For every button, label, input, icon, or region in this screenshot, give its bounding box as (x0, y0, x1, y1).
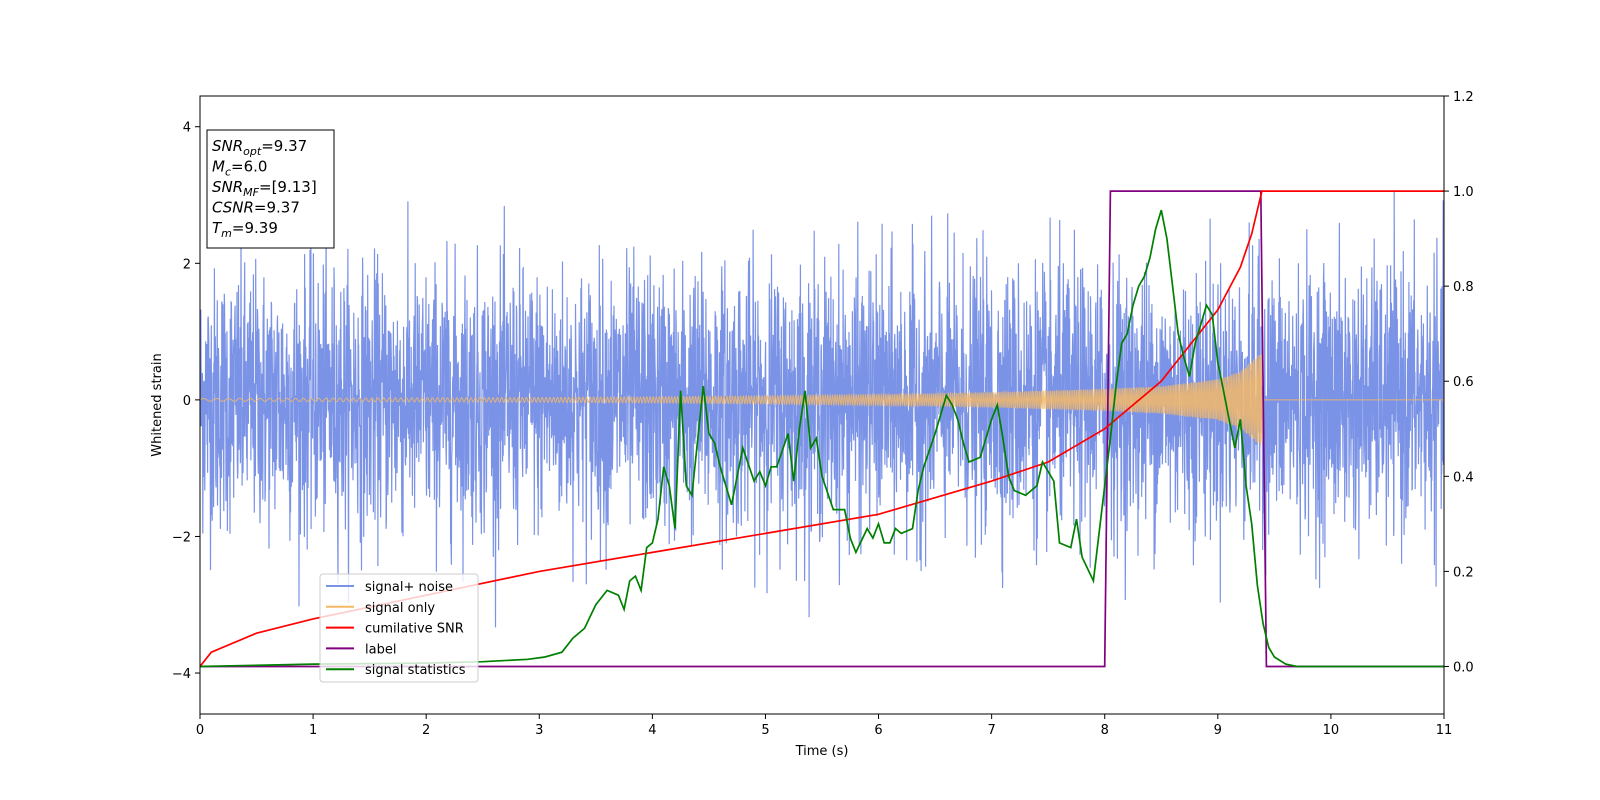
annotation-line: CSNR=9.37 (212, 199, 300, 217)
signal-only-series (200, 354, 1444, 447)
annotation-line: SNRMF=[9.13] (212, 178, 317, 199)
y-tick-label: −2 (172, 530, 191, 545)
y-axis-label: Whitened strain (150, 353, 165, 456)
legend-frame (319, 573, 479, 683)
annotation-frame (206, 129, 335, 249)
x-axis-label: Time (s) (795, 744, 849, 759)
x-tick-label: 3 (535, 723, 543, 738)
y2-tick-label: 0.6 (1453, 375, 1474, 390)
legend-label: label (365, 642, 396, 657)
y2-tick-label: 0.8 (1453, 280, 1474, 295)
y-tick-label: 2 (183, 257, 191, 272)
x-tick-label: 5 (761, 723, 769, 738)
x-tick-label: 9 (1214, 723, 1222, 738)
x-tick-label: 4 (648, 723, 656, 738)
x-tick-label: 11 (1436, 723, 1453, 738)
y-tick-label: −4 (172, 667, 191, 682)
cumulative-snr-line (200, 190, 1444, 668)
y2-tick-label: 1.0 (1453, 185, 1474, 200)
y-tick-label: 4 (183, 121, 191, 136)
plot-frame (199, 95, 1445, 715)
annotation-line: Mc=6.0 (212, 158, 267, 179)
x-tick-label: 2 (422, 723, 430, 738)
legend-label: signal statistics (365, 663, 466, 678)
legend-label: signal+ noise (365, 580, 453, 595)
annotation-line: Tm=9.39 (212, 219, 278, 240)
legend: signal+ noise signal only cumilative SNR la… (319, 573, 479, 683)
right-axis-series (200, 190, 1444, 668)
x-tick-label: 7 (987, 723, 995, 738)
y2-tick-label: 0.4 (1453, 470, 1474, 485)
x-tick-label: 6 (874, 723, 882, 738)
y2-tick-label: 0.2 (1453, 565, 1474, 580)
y-tick-label: 0 (183, 394, 191, 409)
annotation-line: SNRopt=9.37 (212, 137, 307, 158)
signal-noise-line (200, 190, 1444, 628)
signal-noise-series (200, 190, 1444, 628)
legend-label: signal only (365, 601, 435, 616)
signal-statistics-line (200, 209, 1444, 668)
x-tick-label: 1 (309, 723, 317, 738)
y2-tick-label: 1.2 (1453, 90, 1474, 105)
x-tick-label: 0 (196, 723, 204, 738)
legend-label: cumilative SNR (365, 622, 464, 637)
signal-only-line (200, 354, 1444, 447)
x-tick-label: 10 (1323, 723, 1340, 738)
axes: 0 1 2 3 4 5 6 7 8 9 10 11 −4 −2 0 2 4 0.0 0.2 0.4 0.6 0.8 1.0 1… (172, 90, 1474, 738)
x-tick-label: 8 (1101, 723, 1109, 738)
y2-tick-label: 0.0 (1453, 660, 1474, 675)
